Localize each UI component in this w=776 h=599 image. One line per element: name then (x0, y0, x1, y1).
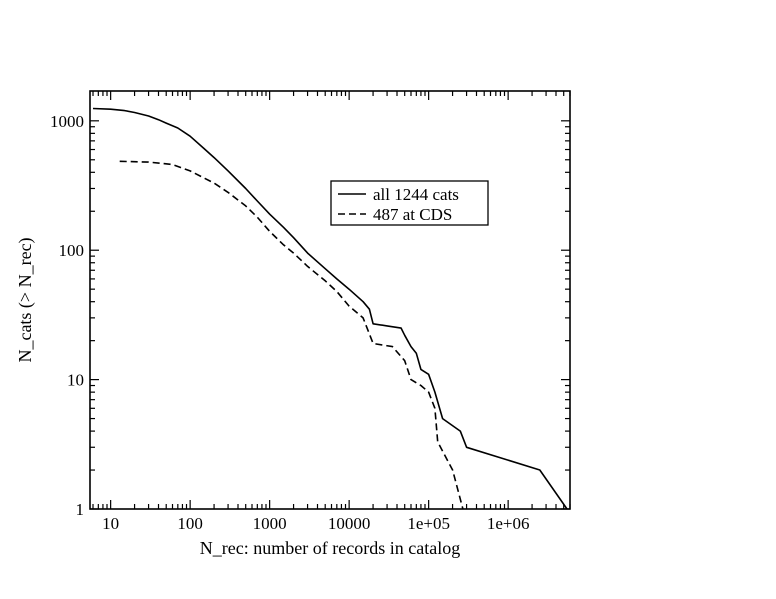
x-tick-label: 1000 (253, 514, 287, 533)
plot-frame (89, 90, 571, 510)
y-tick-label: 100 (59, 241, 85, 260)
y-tick-label: 10 (67, 371, 84, 390)
series-line-cds (119, 160, 464, 510)
legend: all 1244 cats 487 at CDS (330, 180, 489, 226)
series-line-all-cats (92, 107, 568, 510)
tick-labels: 10 100 1000 10000 1e+05 1e+06 1 10 100 1000 (50, 112, 529, 533)
legend-label-all: all 1244 cats (373, 185, 459, 204)
y-axis-title: N_cats (> N_rec) (15, 237, 36, 362)
legend-box (330, 180, 489, 226)
x-tick-label: 10 (102, 514, 119, 533)
legend-label-cds: 487 at CDS (373, 205, 452, 224)
axis-ticks (90, 91, 571, 510)
x-tick-label: 1e+06 (487, 514, 530, 533)
x-tick-label: 10000 (328, 514, 371, 533)
x-tick-label: 1e+05 (407, 514, 450, 533)
x-axis-title: N_rec: number of records in catalog (200, 538, 460, 558)
x-tick-label: 100 (177, 514, 203, 533)
y-tick-label: 1 (76, 500, 85, 519)
y-tick-label: 1000 (50, 112, 84, 131)
series-layer (92, 107, 568, 510)
